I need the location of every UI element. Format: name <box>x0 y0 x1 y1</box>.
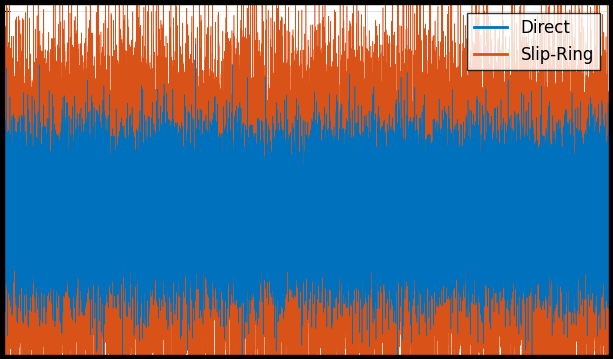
Direct <box>1 192 8 197</box>
Slip-Ring <box>329 211 336 216</box>
Slip-Ring <box>1 204 8 208</box>
Direct <box>192 42 199 46</box>
Direct <box>146 264 153 269</box>
Slip-Ring <box>42 195 49 199</box>
Direct <box>449 201 457 205</box>
Slip-Ring <box>605 202 612 206</box>
Slip-Ring <box>365 244 372 249</box>
Legend: Direct, Slip-Ring: Direct, Slip-Ring <box>467 13 601 70</box>
Direct <box>42 226 49 230</box>
Direct <box>329 204 336 209</box>
Direct <box>365 244 372 249</box>
Line: Direct: Direct <box>4 44 609 359</box>
Slip-Ring <box>232 160 240 164</box>
Line: Slip-Ring: Slip-Ring <box>4 0 609 359</box>
Slip-Ring <box>449 179 457 183</box>
Direct <box>605 154 612 158</box>
Direct <box>232 208 240 213</box>
Slip-Ring <box>146 116 153 121</box>
